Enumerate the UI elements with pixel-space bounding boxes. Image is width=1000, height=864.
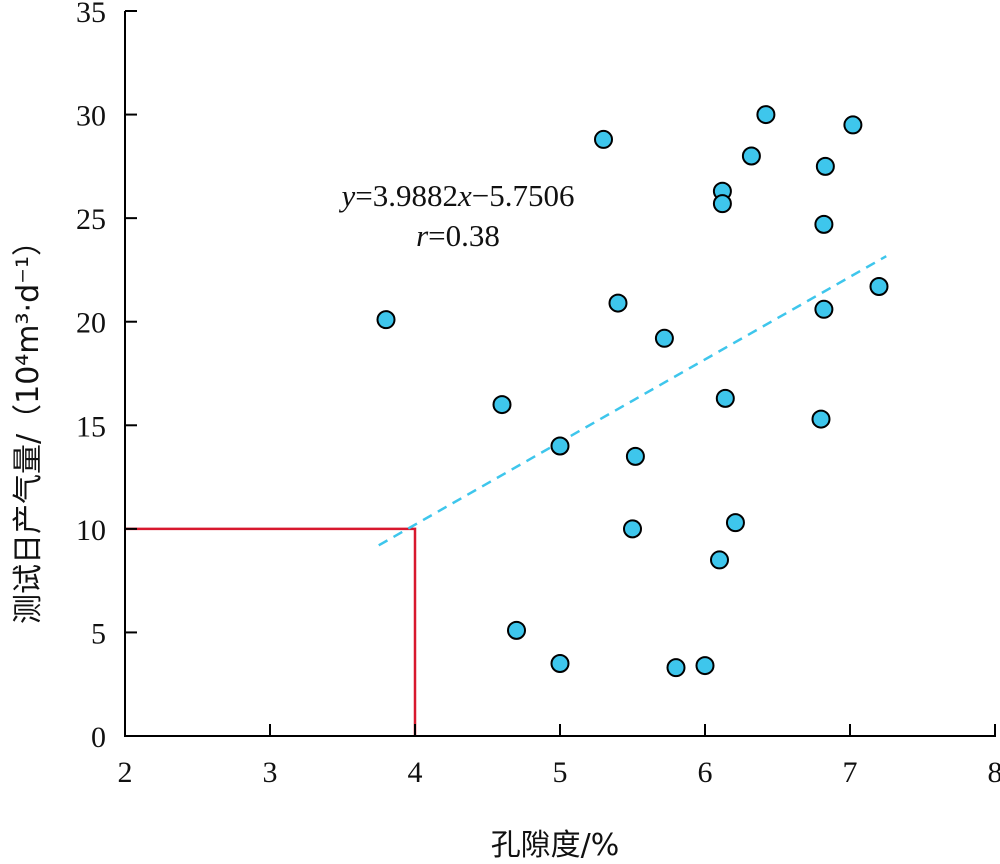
data-point bbox=[811, 409, 831, 429]
x-axis-title: 孔隙度/% bbox=[491, 828, 620, 863]
data-point bbox=[654, 328, 674, 348]
regression-equation: y=3.9882x−5.7506 bbox=[339, 178, 575, 213]
data-point bbox=[623, 519, 642, 539]
trendline bbox=[378, 255, 887, 547]
y-axis-title: 测试日产气量/（10⁴m³·d⁻¹） bbox=[11, 226, 46, 624]
data-point bbox=[843, 115, 863, 135]
data-point bbox=[869, 277, 889, 296]
data-point bbox=[725, 513, 745, 533]
y-tick-label: 5 bbox=[91, 617, 106, 650]
data-point bbox=[741, 146, 761, 166]
data-point bbox=[594, 129, 613, 149]
x-tick-label: 7 bbox=[843, 756, 858, 789]
cutoff-lines bbox=[125, 527, 417, 736]
y-tick-label: 10 bbox=[76, 514, 106, 547]
data-point bbox=[695, 656, 715, 676]
data-point bbox=[710, 550, 729, 570]
y-tick-label: 30 bbox=[76, 100, 106, 133]
y-tick-label: 20 bbox=[76, 307, 106, 340]
data-point bbox=[507, 620, 526, 640]
data-point bbox=[815, 156, 835, 176]
axes: 2 3 4 5 6 7 8 0 5 10 15 20 25 30 35 bbox=[76, 0, 1000, 789]
data-point bbox=[625, 446, 645, 466]
data-point bbox=[376, 310, 396, 330]
correlation-coefficient: r=0.38 bbox=[416, 218, 500, 253]
x-tick-label: 5 bbox=[553, 756, 568, 789]
data-point bbox=[550, 654, 570, 673]
data-point bbox=[814, 299, 834, 319]
data-point bbox=[550, 436, 570, 456]
x-tick-label: 4 bbox=[408, 756, 423, 789]
y-tick-label: 35 bbox=[76, 0, 106, 29]
data-point bbox=[712, 194, 732, 214]
x-tick-label: 8 bbox=[988, 756, 1000, 789]
data-point bbox=[666, 658, 686, 678]
x-tick-label: 2 bbox=[118, 756, 133, 789]
data-point bbox=[492, 395, 512, 415]
data-points bbox=[376, 105, 889, 678]
x-tick-label: 3 bbox=[263, 756, 278, 789]
y-tick-label: 15 bbox=[76, 410, 106, 443]
trendline-layer bbox=[378, 255, 887, 547]
data-point bbox=[756, 105, 776, 125]
y-tick-label: 25 bbox=[76, 203, 106, 236]
data-point bbox=[608, 293, 628, 313]
y-tick-label: 0 bbox=[91, 721, 106, 754]
cutoff-line bbox=[125, 527, 417, 736]
x-tick-label: 6 bbox=[698, 756, 713, 789]
data-point bbox=[715, 388, 735, 408]
data-point bbox=[814, 214, 834, 234]
